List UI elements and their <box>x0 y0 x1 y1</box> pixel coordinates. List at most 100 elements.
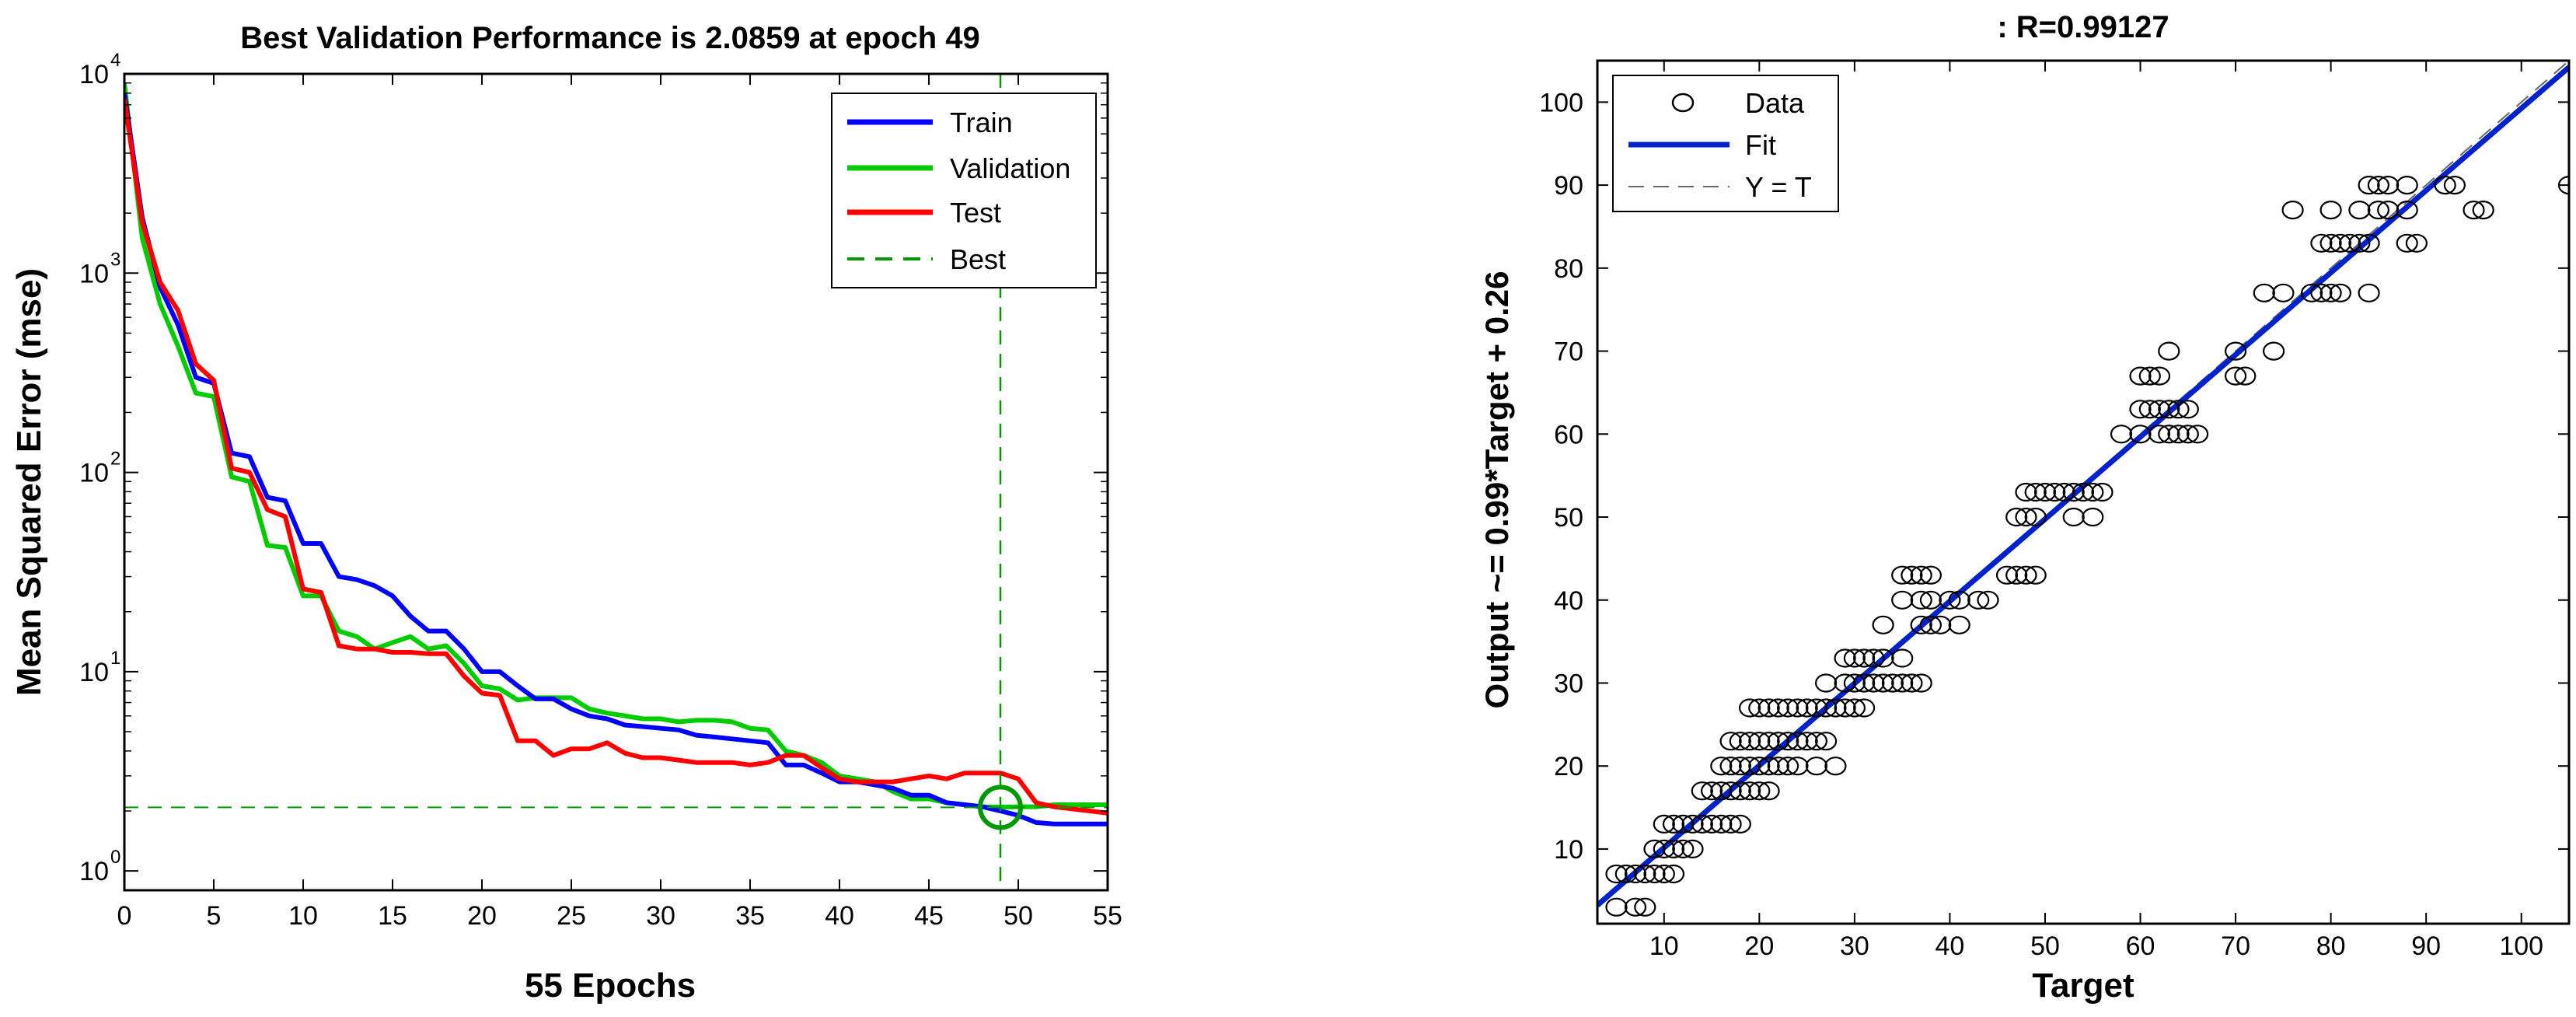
y-tick-label: 80 <box>1554 254 1583 284</box>
y-tick-label: 60 <box>1554 420 1583 449</box>
data-point <box>1910 673 1932 693</box>
data-point <box>1977 590 1999 610</box>
data-point <box>1729 757 1751 776</box>
data-point <box>2110 425 2133 444</box>
data-point <box>1662 864 1685 884</box>
data-point <box>2138 400 2161 419</box>
x-tick-label: 80 <box>2316 931 2346 961</box>
series-line-train <box>124 93 1108 827</box>
x-tick-label: 40 <box>1935 931 1965 961</box>
y-tick-label: 10 <box>1554 835 1583 865</box>
data-point <box>2472 201 2494 220</box>
data-point <box>1796 732 1818 751</box>
data-point <box>2396 201 2418 220</box>
data-point <box>2310 233 2333 253</box>
legend-best-label: Best <box>950 243 1006 275</box>
data-point <box>1691 814 1713 834</box>
x-tick-label: 50 <box>1004 901 1033 931</box>
regression-plot-frame <box>1596 59 2571 925</box>
data-point <box>2091 482 2114 502</box>
data-point <box>1777 698 1799 718</box>
data-point <box>2301 283 2323 302</box>
data-point <box>1910 615 1932 634</box>
data-point <box>1967 590 1990 610</box>
data-point <box>1843 673 1866 693</box>
data-point <box>1757 698 1780 718</box>
data-point <box>1862 673 1885 693</box>
y-tick-exponent: 2 <box>110 449 120 470</box>
performance-legend: Train Validation Test Best <box>831 93 1097 288</box>
data-point <box>2044 482 2066 502</box>
data-point <box>2434 176 2456 195</box>
data-point <box>1910 590 1932 610</box>
data-point <box>1872 615 1894 634</box>
y-tick-label: 20 <box>1554 752 1583 781</box>
data-point <box>2358 233 2380 253</box>
data-point <box>2062 507 2085 527</box>
data-point <box>2082 482 2104 502</box>
data-point <box>1757 732 1780 751</box>
data-point <box>2253 283 2275 302</box>
data-point <box>1815 698 1838 718</box>
data-point <box>1891 590 1914 610</box>
data-point <box>2176 425 2199 444</box>
x-tick-label: 60 <box>2126 931 2155 961</box>
legend-data-label: Data <box>1745 87 1805 119</box>
data-point <box>1805 757 1827 776</box>
data-point <box>1919 590 1942 610</box>
data-point <box>2187 425 2209 444</box>
data-point <box>2329 233 2351 253</box>
regression-plot-group <box>1597 61 2569 917</box>
y-tick-label: 30 <box>1554 669 1583 698</box>
data-point <box>1653 839 1675 859</box>
data-point <box>2024 565 2047 585</box>
data-point <box>2463 201 2485 220</box>
data-point <box>1672 839 1695 859</box>
data-point <box>2329 283 2351 302</box>
data-point <box>2396 233 2418 253</box>
data-point <box>1748 757 1771 776</box>
data-point <box>1748 698 1771 718</box>
data-point <box>2024 482 2047 502</box>
data-point <box>2033 482 2057 502</box>
data-point <box>1614 864 1637 884</box>
data-point <box>1805 698 1827 718</box>
data-point <box>2158 425 2180 444</box>
data-point <box>1901 673 1923 693</box>
y-tick-exponent: 3 <box>110 249 120 270</box>
data-point <box>2062 482 2085 502</box>
data-point <box>1891 648 1914 668</box>
data-point <box>1805 732 1827 751</box>
data-point <box>2176 400 2199 419</box>
y-tick-label: 10 <box>79 857 109 886</box>
x-tick-label: 10 <box>1649 931 1679 961</box>
data-point <box>2234 366 2257 386</box>
data-point <box>2319 201 2342 220</box>
data-point <box>1748 732 1771 751</box>
y-tick-label: 100 <box>1539 88 1583 117</box>
legend-box <box>831 93 1097 288</box>
x-tick-label: 30 <box>646 901 675 931</box>
data-point <box>2167 400 2190 419</box>
data-point <box>1729 814 1751 834</box>
x-tick-label: 50 <box>2030 931 2060 961</box>
data-point <box>1624 864 1647 884</box>
data-point <box>2348 201 2371 220</box>
data-point <box>2405 233 2428 253</box>
data-point <box>2129 400 2152 419</box>
data-point <box>1710 814 1733 834</box>
y-tick-exponent: 0 <box>110 847 120 868</box>
data-point <box>1796 698 1818 718</box>
data-point <box>2082 507 2104 527</box>
best-marker-group <box>124 74 1108 890</box>
data-point <box>1729 781 1751 801</box>
data-point <box>1948 615 1970 634</box>
data-point <box>2225 341 2247 361</box>
data-point <box>2158 341 2180 361</box>
y-tick-label: 10 <box>79 259 109 288</box>
data-point <box>1786 732 1809 751</box>
data-point <box>1653 864 1675 884</box>
